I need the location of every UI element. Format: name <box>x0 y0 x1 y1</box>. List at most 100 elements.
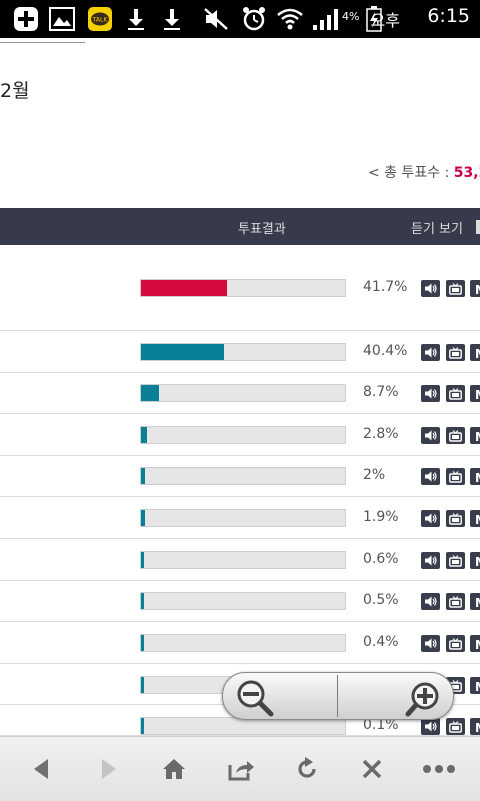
kakaotalk-icon: TALK <box>86 6 114 32</box>
svg-text:M: M <box>475 638 480 650</box>
vote-bar-fill <box>141 677 144 693</box>
month-label: 2월 <box>0 76 30 103</box>
music-video-icon[interactable]: M <box>470 635 480 652</box>
result-row: 41.7% M <box>0 246 480 331</box>
speaker-icon[interactable] <box>421 344 440 361</box>
music-video-icon[interactable]: M <box>470 468 480 485</box>
status-time: 6:15 <box>427 5 470 27</box>
music-video-icon[interactable]: M <box>470 427 480 444</box>
svg-text:M: M <box>475 513 480 525</box>
tv-icon[interactable] <box>446 427 465 444</box>
tv-icon[interactable] <box>446 718 465 735</box>
music-video-icon[interactable]: M <box>470 280 480 297</box>
total-votes-value: 53,2 <box>454 165 480 181</box>
zoom-in-icon[interactable] <box>403 678 443 714</box>
status-ampm: 오후 <box>371 7 400 31</box>
svg-text:M: M <box>475 721 480 733</box>
speaker-icon[interactable] <box>421 552 440 569</box>
top-divider <box>0 38 85 43</box>
vote-bar-track <box>140 279 346 297</box>
alarm-icon <box>240 6 268 32</box>
total-votes: < 총 투표수 : 53,2 <box>368 162 480 182</box>
result-row: 0.5%M <box>0 581 480 622</box>
result-row: 40.4% M <box>0 331 480 373</box>
vote-percent: 1.9% <box>363 509 399 525</box>
vote-bar-track <box>140 426 346 444</box>
vote-bar-fill <box>141 593 144 609</box>
result-row: 2.8% M <box>0 414 480 456</box>
vote-bar-track <box>140 592 346 610</box>
status-bar: TALK 4% 오후 6:15 <box>0 0 480 38</box>
result-row: 0.6% M <box>0 539 480 581</box>
results-table-header: 투표결과 듣기 보기 <box>0 208 480 245</box>
speaker-icon[interactable] <box>421 635 440 652</box>
svg-text:M: M <box>475 430 480 442</box>
result-row: 2% M <box>0 456 480 497</box>
svg-text:M: M <box>475 680 480 692</box>
svg-text:M: M <box>475 388 480 400</box>
speaker-icon[interactable] <box>421 385 440 402</box>
tv-icon[interactable] <box>446 385 465 402</box>
gallery-icon <box>48 6 76 32</box>
refresh-icon[interactable] <box>292 755 322 783</box>
zoom-control <box>222 672 454 720</box>
close-icon[interactable] <box>357 755 387 783</box>
speaker-icon[interactable] <box>421 468 440 485</box>
music-video-icon[interactable]: M <box>470 593 480 610</box>
speaker-icon[interactable] <box>421 427 440 444</box>
browser-toolbar <box>0 736 480 801</box>
tv-icon[interactable] <box>446 280 465 297</box>
vote-bar-track <box>140 634 346 652</box>
tv-icon[interactable] <box>446 344 465 361</box>
result-row: 1.9% M <box>0 497 480 539</box>
vote-percent: 41.7% <box>363 279 407 295</box>
header-listen-watch: 듣기 보기 <box>411 218 463 237</box>
vote-percent: 0.6% <box>363 551 399 567</box>
vote-bar-fill <box>141 635 144 651</box>
music-video-icon[interactable]: M <box>470 718 480 735</box>
vote-bar-fill <box>141 344 224 360</box>
total-votes-label: < 총 투표수 : <box>368 165 454 181</box>
tv-icon[interactable] <box>446 635 465 652</box>
music-video-icon[interactable]: M <box>470 552 480 569</box>
music-video-icon[interactable]: M <box>470 510 480 527</box>
speaker-icon[interactable] <box>421 280 440 297</box>
signal-icon <box>310 6 342 32</box>
svg-text:M: M <box>475 283 480 295</box>
music-video-icon[interactable]: M <box>470 385 480 402</box>
back-icon[interactable] <box>26 755 56 783</box>
vote-percent: 2.8% <box>363 426 399 442</box>
add-icon <box>12 6 40 32</box>
svg-text:TALK: TALK <box>92 17 109 24</box>
header-edge-marker <box>476 220 480 234</box>
music-video-icon[interactable]: M <box>470 344 480 361</box>
svg-text:M: M <box>475 347 480 359</box>
result-row: 0.4%M <box>0 622 480 664</box>
speaker-icon[interactable] <box>421 593 440 610</box>
vote-bar-fill <box>141 385 159 401</box>
tv-icon[interactable] <box>446 552 465 569</box>
download-icon <box>124 6 148 32</box>
vote-bar-fill <box>141 468 145 484</box>
tv-icon[interactable] <box>446 593 465 610</box>
zoom-divider <box>337 675 338 717</box>
home-icon[interactable] <box>159 755 189 783</box>
speaker-icon[interactable] <box>421 510 440 527</box>
zoom-out-icon[interactable] <box>233 678 273 714</box>
forward-icon[interactable] <box>94 755 124 783</box>
music-video-icon[interactable]: M <box>470 677 480 694</box>
speaker-icon[interactable] <box>421 718 440 735</box>
wifi-icon <box>276 6 304 32</box>
vote-bar-fill <box>141 280 227 296</box>
mute-icon <box>203 6 229 32</box>
more-icon[interactable] <box>422 755 456 783</box>
share-icon[interactable] <box>226 755 256 783</box>
vote-percent: 2% <box>363 467 385 483</box>
result-row: 8.7% M <box>0 373 480 414</box>
tv-icon[interactable] <box>446 468 465 485</box>
vote-percent: 8.7% <box>363 384 399 400</box>
header-result: 투표결과 <box>238 218 286 237</box>
vote-percent: 40.4% <box>363 343 407 359</box>
tv-icon[interactable] <box>446 510 465 527</box>
svg-text:M: M <box>475 471 480 483</box>
